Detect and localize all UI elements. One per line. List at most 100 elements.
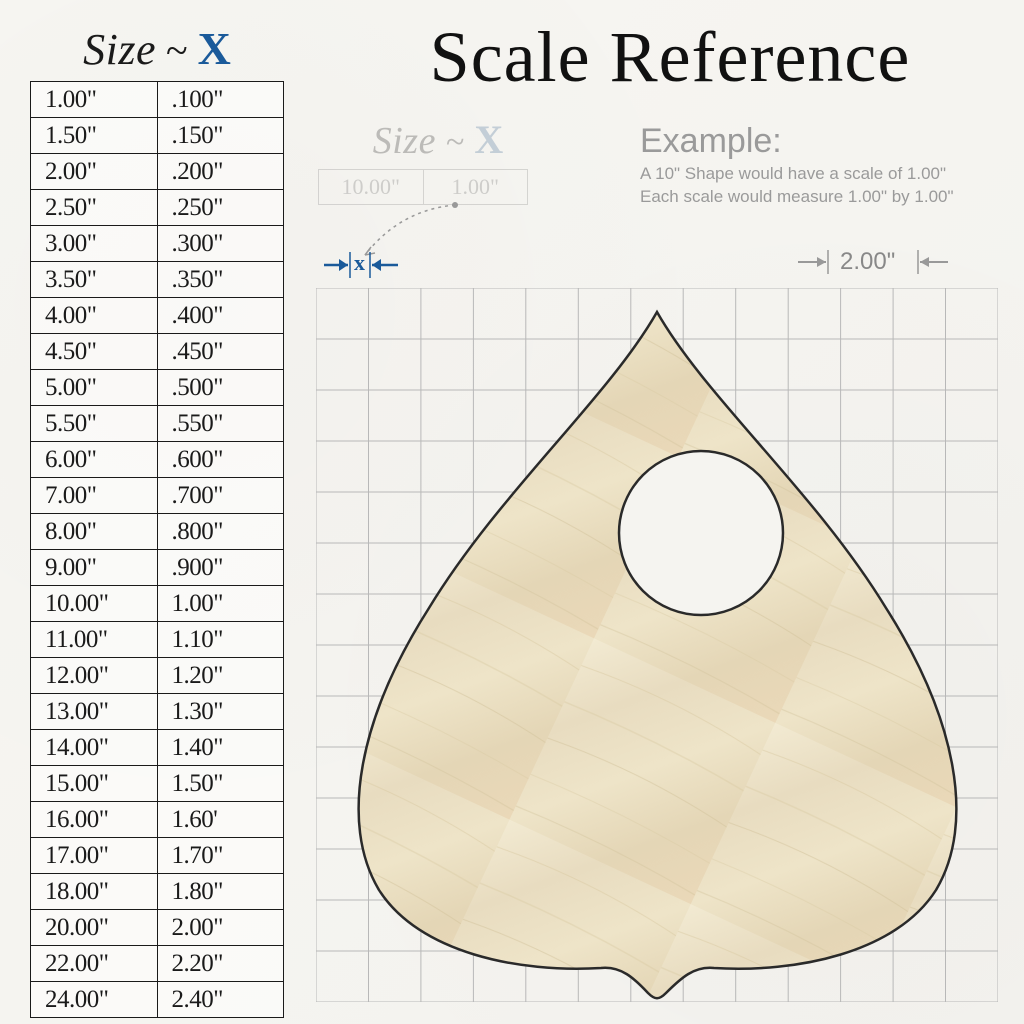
mini-cell-size: 10.00" [319,170,424,205]
table-cell: 7.00" [31,478,158,514]
table-cell: 17.00" [31,838,158,874]
page-container: Size ~ X 1.00".100"1.50".150"2.00".200"2… [0,0,1024,1024]
table-cell: 14.00" [31,730,158,766]
page-title: Scale Reference [340,16,1000,99]
example-title: Example: [640,122,1000,161]
size-word: Size [83,24,156,75]
table-cell: 20.00" [31,910,158,946]
table-cell: 1.30" [157,694,284,730]
example-line1: A 10" Shape would have a scale of 1.00" [640,163,1000,186]
size-tilde: ~ [166,27,188,74]
table-cell: 1.80" [157,874,284,910]
table-row: 6.00".600" [31,442,284,478]
table-cell: 12.00" [31,658,158,694]
table-cell: .700" [157,478,284,514]
table-row: 9.00".900" [31,550,284,586]
table-cell: 1.60' [157,802,284,838]
table-cell: 3.00" [31,226,158,262]
example-line2: Each scale would measure 1.00" by 1.00" [640,186,1000,209]
table-cell: 1.50" [157,766,284,802]
table-cell: 2.20" [157,946,284,982]
planchette-shape [359,312,957,998]
table-cell: 2.50" [31,190,158,226]
mini-table: 10.00" 1.00" [318,169,528,205]
table-row: 18.00"1.80" [31,874,284,910]
table-cell: 8.00" [31,514,158,550]
mini-size-section: Size ~ X 10.00" 1.00" [318,116,558,205]
table-cell: 13.00" [31,694,158,730]
table-row: 14.00"1.40" [31,730,284,766]
table-cell: 3.50" [31,262,158,298]
x-marker-arrows-icon [316,246,416,284]
grid-svg [316,288,998,1002]
table-cell: 16.00" [31,802,158,838]
size-table-header: Size ~ X [30,22,284,75]
table-row: 3.50".350" [31,262,284,298]
table-cell: 24.00" [31,982,158,1018]
two-marker-label: 2.00" [840,248,895,276]
table-row: 10.00"1.00" [31,586,284,622]
table-row: 4.50".450" [31,334,284,370]
size-table-section: Size ~ X 1.00".100"1.50".150"2.00".200"2… [30,22,284,1018]
table-row: 16.00"1.60' [31,802,284,838]
table-cell: .550" [157,406,284,442]
table-row: 5.00".500" [31,370,284,406]
table-row: 3.00".300" [31,226,284,262]
table-cell: 1.20" [157,658,284,694]
table-cell: .300" [157,226,284,262]
table-row: 4.00".400" [31,298,284,334]
table-cell: 4.00" [31,298,158,334]
table-cell: 1.70" [157,838,284,874]
table-row: 12.00"1.20" [31,658,284,694]
table-cell: 9.00" [31,550,158,586]
table-cell: 2.00" [157,910,284,946]
example-section: Example: A 10" Shape would have a scale … [640,122,1000,209]
table-cell: 1.00" [157,586,284,622]
size-x-letter: X [198,22,231,75]
mini-size-word: Size [373,119,436,163]
table-cell: 22.00" [31,946,158,982]
table-row: 24.00"2.40" [31,982,284,1018]
table-cell: .900" [157,550,284,586]
table-row: 7.00".700" [31,478,284,514]
table-cell: .100" [157,82,284,118]
table-cell: .800" [157,514,284,550]
table-row: 17.00"1.70" [31,838,284,874]
table-cell: 1.40" [157,730,284,766]
mini-size-x: X [474,116,503,163]
table-row: 15.00"1.50" [31,766,284,802]
table-cell: 5.50" [31,406,158,442]
table-cell: 1.00" [31,82,158,118]
mini-size-tilde: ~ [446,124,464,162]
table-row: 8.00".800" [31,514,284,550]
table-cell: 2.00" [31,154,158,190]
table-cell: 1.10" [157,622,284,658]
table-cell: 18.00" [31,874,158,910]
table-row: 2.00".200" [31,154,284,190]
table-cell: .250" [157,190,284,226]
table-row: 20.00"2.00" [31,910,284,946]
table-cell: 4.50" [31,334,158,370]
mini-size-header: Size ~ X [318,116,558,163]
scale-table: 1.00".100"1.50".150"2.00".200"2.50".250"… [30,81,284,1018]
table-cell: 11.00" [31,622,158,658]
x-marker-label: x [354,250,365,276]
table-cell: .500" [157,370,284,406]
table-row: 1.50".150" [31,118,284,154]
table-cell: .150" [157,118,284,154]
table-row: 22.00"2.20" [31,946,284,982]
table-cell: .350" [157,262,284,298]
table-cell: .450" [157,334,284,370]
x-dimension-marker: x [316,246,426,286]
mini-cell-scale: 1.00" [423,170,528,205]
two-inch-marker: 2.00" [792,242,952,282]
table-row: 5.50".550" [31,406,284,442]
table-row: 11.00"1.10" [31,622,284,658]
table-row: 2.50".250" [31,190,284,226]
table-cell: 2.40" [157,982,284,1018]
table-cell: 5.00" [31,370,158,406]
grid-area [316,288,998,1002]
table-row: 13.00"1.30" [31,694,284,730]
table-cell: .400" [157,298,284,334]
table-cell: 6.00" [31,442,158,478]
